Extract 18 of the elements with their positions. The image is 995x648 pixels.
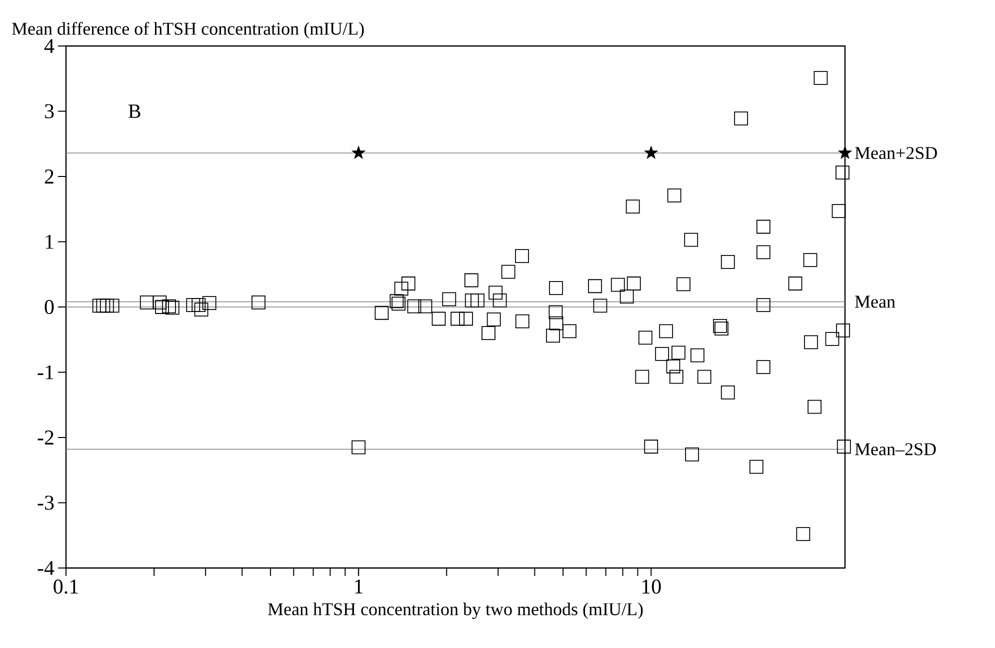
annotation: B [128, 104, 140, 118]
x-tick-label: 1 [355, 580, 363, 594]
y-tick-label: 2 [44, 170, 54, 184]
y-tick-label: 1 [46, 234, 54, 249]
y-tick-label: 4 [44, 39, 54, 53]
ref-line-label: Mean–2SD [855, 443, 936, 456]
y-axis-title: Mean difference of hTSH concentration (mIU/L) [12, 22, 364, 38]
ref-line-label: Mean [855, 296, 896, 308]
x-axis-title: Mean hTSH concentration by two methods (mIU/L) [268, 602, 643, 620]
y-tick-label: -3 [38, 496, 54, 510]
x-tick-label: 0.1 [54, 580, 78, 594]
y-tick-label: -1 [38, 365, 54, 380]
x-tick-label: 10 [642, 580, 661, 594]
y-tick-label: 0 [44, 300, 54, 314]
y-tick-label: -4 [38, 561, 54, 575]
y-tick-label: 3 [44, 104, 54, 118]
ref-line-label: Mean+2SD [855, 146, 937, 160]
y-tick-label: -2 [38, 430, 54, 444]
